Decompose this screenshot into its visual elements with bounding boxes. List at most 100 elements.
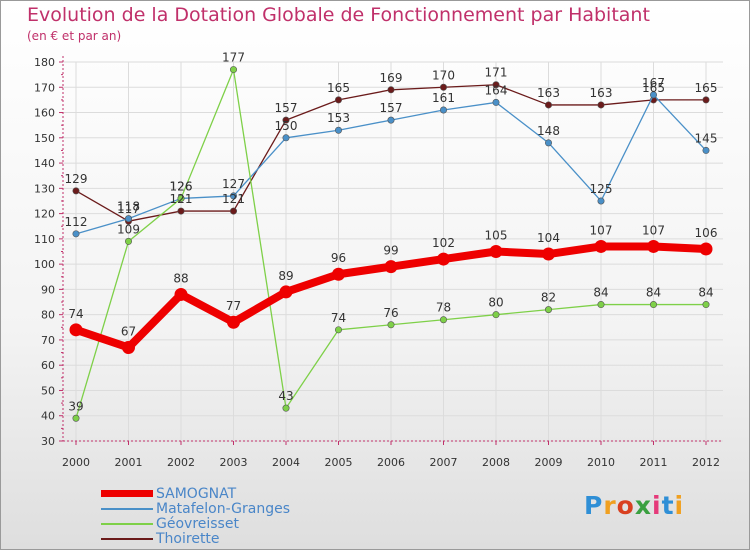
data-point-geovreisset bbox=[492, 311, 500, 319]
y-tick-label: 130 bbox=[34, 182, 55, 195]
data-point-matafelon-granges bbox=[230, 192, 238, 200]
axes: 30 40 50 60 70 80 90 100 110 120 130 140 150 160 170 18… bbox=[34, 56, 723, 469]
y-tick-label: 140 bbox=[34, 157, 55, 170]
y-tick-label: 70 bbox=[41, 334, 55, 347]
y-tick-label: 100 bbox=[34, 258, 55, 271]
data-label-geovreisset: 76 bbox=[383, 306, 398, 320]
data-point-geovreisset bbox=[334, 326, 342, 334]
data-label-thoirette: 121 bbox=[222, 192, 245, 206]
series-layer bbox=[69, 66, 713, 422]
data-point-geovreisset bbox=[177, 194, 185, 202]
data-label-thoirette: 163 bbox=[537, 86, 560, 100]
data-point-geovreisset bbox=[702, 301, 710, 309]
data-label-matafelon-granges: 150 bbox=[275, 119, 298, 133]
data-label-matafelon-granges: 157 bbox=[380, 101, 403, 115]
data-point-matafelon-granges bbox=[597, 197, 605, 205]
data-label-thoirette: 157 bbox=[275, 101, 298, 115]
data-label-matafelon-granges: 145 bbox=[695, 131, 718, 145]
data-point-matafelon-granges bbox=[702, 146, 710, 154]
legend-swatch-matafelon-granges bbox=[101, 508, 153, 510]
data-point-matafelon-granges bbox=[125, 215, 133, 223]
data-label-matafelon-granges: 125 bbox=[590, 182, 613, 196]
data-point-thoirette bbox=[492, 81, 500, 89]
data-point-thoirette bbox=[230, 207, 238, 215]
data-point-geovreisset bbox=[282, 404, 290, 412]
data-point-matafelon-granges bbox=[492, 98, 500, 106]
y-tick-label: 110 bbox=[34, 233, 55, 246]
chart-title: Evolution de la Dotation Globale de Fonc… bbox=[27, 4, 650, 26]
data-point-geovreisset bbox=[72, 414, 80, 422]
data-point-geovreisset bbox=[230, 66, 238, 74]
data-point-thoirette bbox=[439, 83, 447, 91]
data-label-matafelon-granges: 164 bbox=[485, 83, 508, 97]
data-label-geovreisset: 43 bbox=[278, 389, 293, 403]
y-tick-label: 180 bbox=[34, 56, 55, 69]
data-point-thoirette bbox=[72, 187, 80, 195]
data-point-geovreisset bbox=[387, 321, 395, 329]
data-point-samognat bbox=[384, 260, 398, 274]
logo-letter: i bbox=[652, 491, 662, 520]
y-tick-label: 80 bbox=[41, 309, 55, 322]
data-point-matafelon-granges bbox=[334, 126, 342, 134]
data-point-matafelon-granges bbox=[387, 116, 395, 124]
data-point-thoirette bbox=[544, 101, 552, 109]
legend-swatch-thoirette bbox=[101, 538, 153, 540]
grid bbox=[63, 61, 723, 442]
x-tick-label: 2003 bbox=[220, 456, 248, 469]
logo-letter: o bbox=[616, 491, 635, 520]
data-point-matafelon-granges bbox=[544, 139, 552, 147]
data-point-thoirette bbox=[597, 101, 605, 109]
data-point-samognat bbox=[227, 315, 240, 329]
data-label-geovreisset: 84 bbox=[646, 286, 661, 300]
logo-letter: i bbox=[674, 491, 685, 520]
legend-item-matafelon-granges: Matafelon-Granges bbox=[101, 501, 361, 517]
x-tick-label: 2007 bbox=[430, 456, 458, 469]
logo-letter: x bbox=[634, 491, 652, 520]
data-label-samognat: 74 bbox=[68, 307, 83, 321]
data-label-thoirette: 171 bbox=[485, 66, 508, 80]
legend-item-thoirette: Thoirette bbox=[101, 531, 361, 547]
data-label-samognat: 106 bbox=[695, 226, 718, 240]
data-point-thoirette bbox=[334, 96, 342, 104]
data-label-geovreisset: 177 bbox=[222, 51, 245, 65]
data-label-samognat: 96 bbox=[331, 251, 346, 265]
data-point-samognat bbox=[279, 285, 293, 299]
x-tick-label: 2006 bbox=[377, 456, 405, 469]
x-tick-label: 2009 bbox=[535, 456, 563, 469]
data-point-samognat bbox=[542, 247, 555, 261]
data-label-samognat: 107 bbox=[642, 223, 665, 237]
data-point-geovreisset bbox=[125, 237, 133, 245]
data-label-samognat: 88 bbox=[173, 271, 188, 285]
data-label-thoirette: 165 bbox=[642, 81, 665, 95]
logo-letter: t bbox=[661, 491, 675, 520]
legend-label-geovreisset: Géovreisset bbox=[156, 516, 239, 532]
data-label-matafelon-granges: 153 bbox=[327, 111, 350, 125]
y-tick-label: 160 bbox=[34, 107, 55, 120]
data-label-geovreisset: 126 bbox=[170, 179, 193, 193]
data-label-geovreisset: 74 bbox=[331, 311, 346, 325]
x-tick-label: 2010 bbox=[587, 456, 615, 469]
data-label-matafelon-granges: 167 bbox=[642, 76, 665, 90]
data-label-geovreisset: 78 bbox=[436, 301, 451, 315]
x-tick-label: 2002 bbox=[167, 456, 195, 469]
data-label-thoirette: 163 bbox=[590, 86, 613, 100]
data-label-geovreisset: 84 bbox=[698, 286, 713, 300]
data-point-samognat bbox=[332, 267, 345, 281]
data-label-matafelon-granges: 118 bbox=[117, 200, 140, 214]
logo-letter: r bbox=[603, 491, 617, 520]
y-tick-label: 170 bbox=[34, 81, 55, 94]
legend-item-samognat: SAMOGNAT bbox=[101, 486, 361, 502]
data-label-samognat: 67 bbox=[121, 325, 136, 339]
data-point-samognat bbox=[122, 341, 135, 355]
data-point-thoirette bbox=[387, 86, 395, 94]
x-tick-label: 2000 bbox=[62, 456, 90, 469]
data-point-matafelon-granges bbox=[72, 230, 80, 238]
data-label-thoirette: 165 bbox=[695, 81, 718, 95]
data-label-geovreisset: 84 bbox=[593, 286, 608, 300]
data-label-matafelon-granges: 127 bbox=[222, 177, 245, 191]
y-tick-label: 40 bbox=[41, 410, 55, 423]
x-tick-label: 2011 bbox=[640, 456, 668, 469]
y-tick-label: 150 bbox=[34, 132, 55, 145]
